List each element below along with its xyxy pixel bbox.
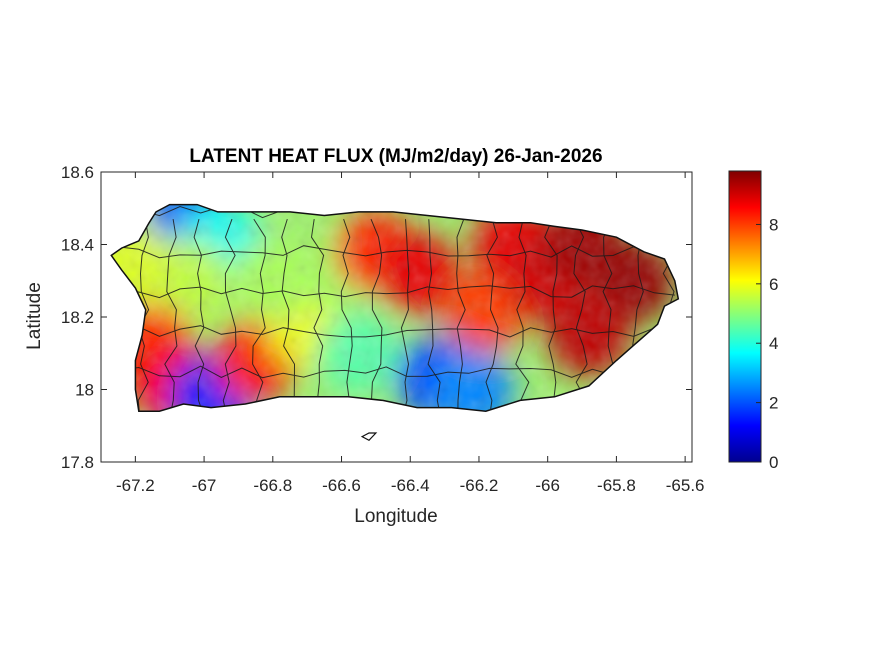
small-island (360, 432, 378, 442)
municipality-boundary (164, 219, 178, 412)
x-tick-label: -66.8 (253, 476, 292, 495)
colorbar-tick-label: 6 (769, 275, 778, 294)
municipality-boundary (456, 218, 466, 412)
municipality-boundary (281, 218, 296, 412)
x-tick-label: -67 (192, 476, 217, 495)
x-tick-label: -67.2 (116, 476, 155, 495)
heat-flux-field (111, 204, 679, 412)
municipality-boundary (485, 218, 499, 412)
municipality-boundary (573, 218, 588, 412)
x-tick-label: -66.4 (391, 476, 430, 495)
municipality-boundary (118, 365, 675, 379)
x-tick-label: -65.8 (597, 476, 636, 495)
coastline (110, 203, 680, 412)
x-tick-label: -66 (535, 476, 560, 495)
x-tick-label: -65.6 (666, 476, 705, 495)
municipality-boundary (400, 219, 410, 412)
municipality-boundary (118, 325, 675, 338)
municipality-boundary (252, 218, 266, 412)
municipality-boundary (118, 285, 675, 299)
y-tick-label: 17.8 (61, 453, 94, 472)
y-axis-label: Latitude (24, 282, 45, 350)
municipality-boundary (118, 245, 675, 259)
y-tick-label: 18.4 (61, 236, 94, 255)
municipality-boundary (544, 218, 558, 412)
municipality-boundary (222, 218, 237, 412)
municipality-boundary (310, 219, 325, 412)
y-tick-label: 18.2 (61, 308, 94, 327)
colorbar-ticks: 0 2 4 6 8 (756, 215, 778, 472)
colorbar-tick-label: 2 (769, 394, 778, 413)
municipality-boundary (193, 218, 206, 412)
colorbar (728, 170, 762, 463)
colorbar-tick-label: 0 (769, 453, 778, 472)
y-tick-label: 18.6 (61, 163, 94, 182)
municipality-boundary (370, 218, 383, 412)
x-axis: -67.2 -67 -66.8 -66.6 -66.4 -66.2 -66 -65.8 -65.… (116, 172, 705, 495)
x-tick-label: -66.6 (322, 476, 361, 495)
y-tick-label: 18 (75, 381, 94, 400)
y-axis: 17.8 18 18.2 18.4 18.6 (61, 163, 692, 472)
map-title: LATENT HEAT FLUX (MJ/m2/day) 26-Jan-2026 (189, 146, 602, 167)
colorbar-tick-label: 4 (769, 334, 778, 353)
colorbar-tick-label: 8 (769, 215, 778, 234)
x-axis-label: Longitude (354, 506, 437, 527)
x-tick-label: -66.2 (460, 476, 499, 495)
